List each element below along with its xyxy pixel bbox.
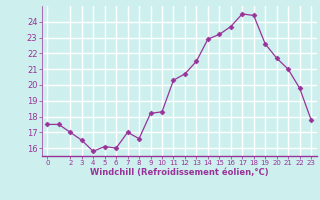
X-axis label: Windchill (Refroidissement éolien,°C): Windchill (Refroidissement éolien,°C) <box>90 168 268 177</box>
